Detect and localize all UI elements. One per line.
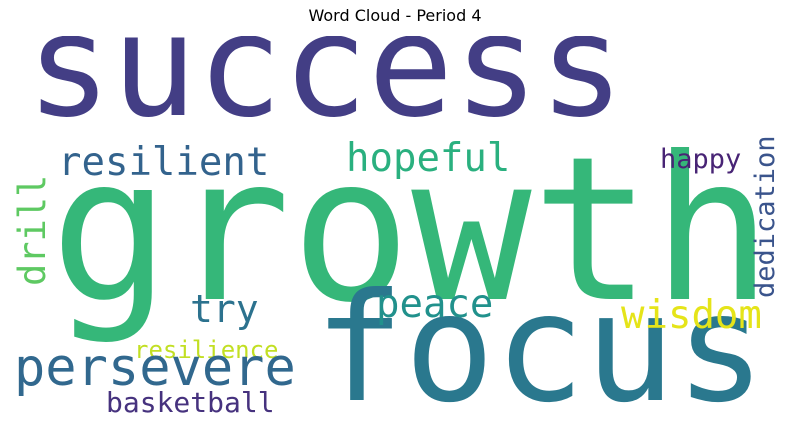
word-success: success: [26, 36, 625, 149]
word-basketball: basketball: [106, 386, 275, 419]
word-dedication: dedication: [750, 135, 776, 298]
word-resilient: resilient: [58, 140, 270, 185]
word-resilience: resilience: [134, 336, 279, 364]
word-drill: drill: [14, 174, 54, 286]
word-focus: focus: [314, 262, 766, 420]
word-persevere: persevere: [14, 338, 296, 398]
word-happy: happy: [660, 144, 742, 175]
word-peace: peace: [376, 282, 494, 327]
word-growth: growth: [50, 114, 773, 347]
word-hopeful: hopeful: [346, 136, 511, 181]
word-try: try: [190, 287, 259, 331]
word-cloud: success growth focus resilient hopeful h…: [14, 36, 776, 420]
word-wisdom: wisdom: [621, 293, 762, 338]
figure-title: Word Cloud - Period 4: [308, 6, 482, 25]
